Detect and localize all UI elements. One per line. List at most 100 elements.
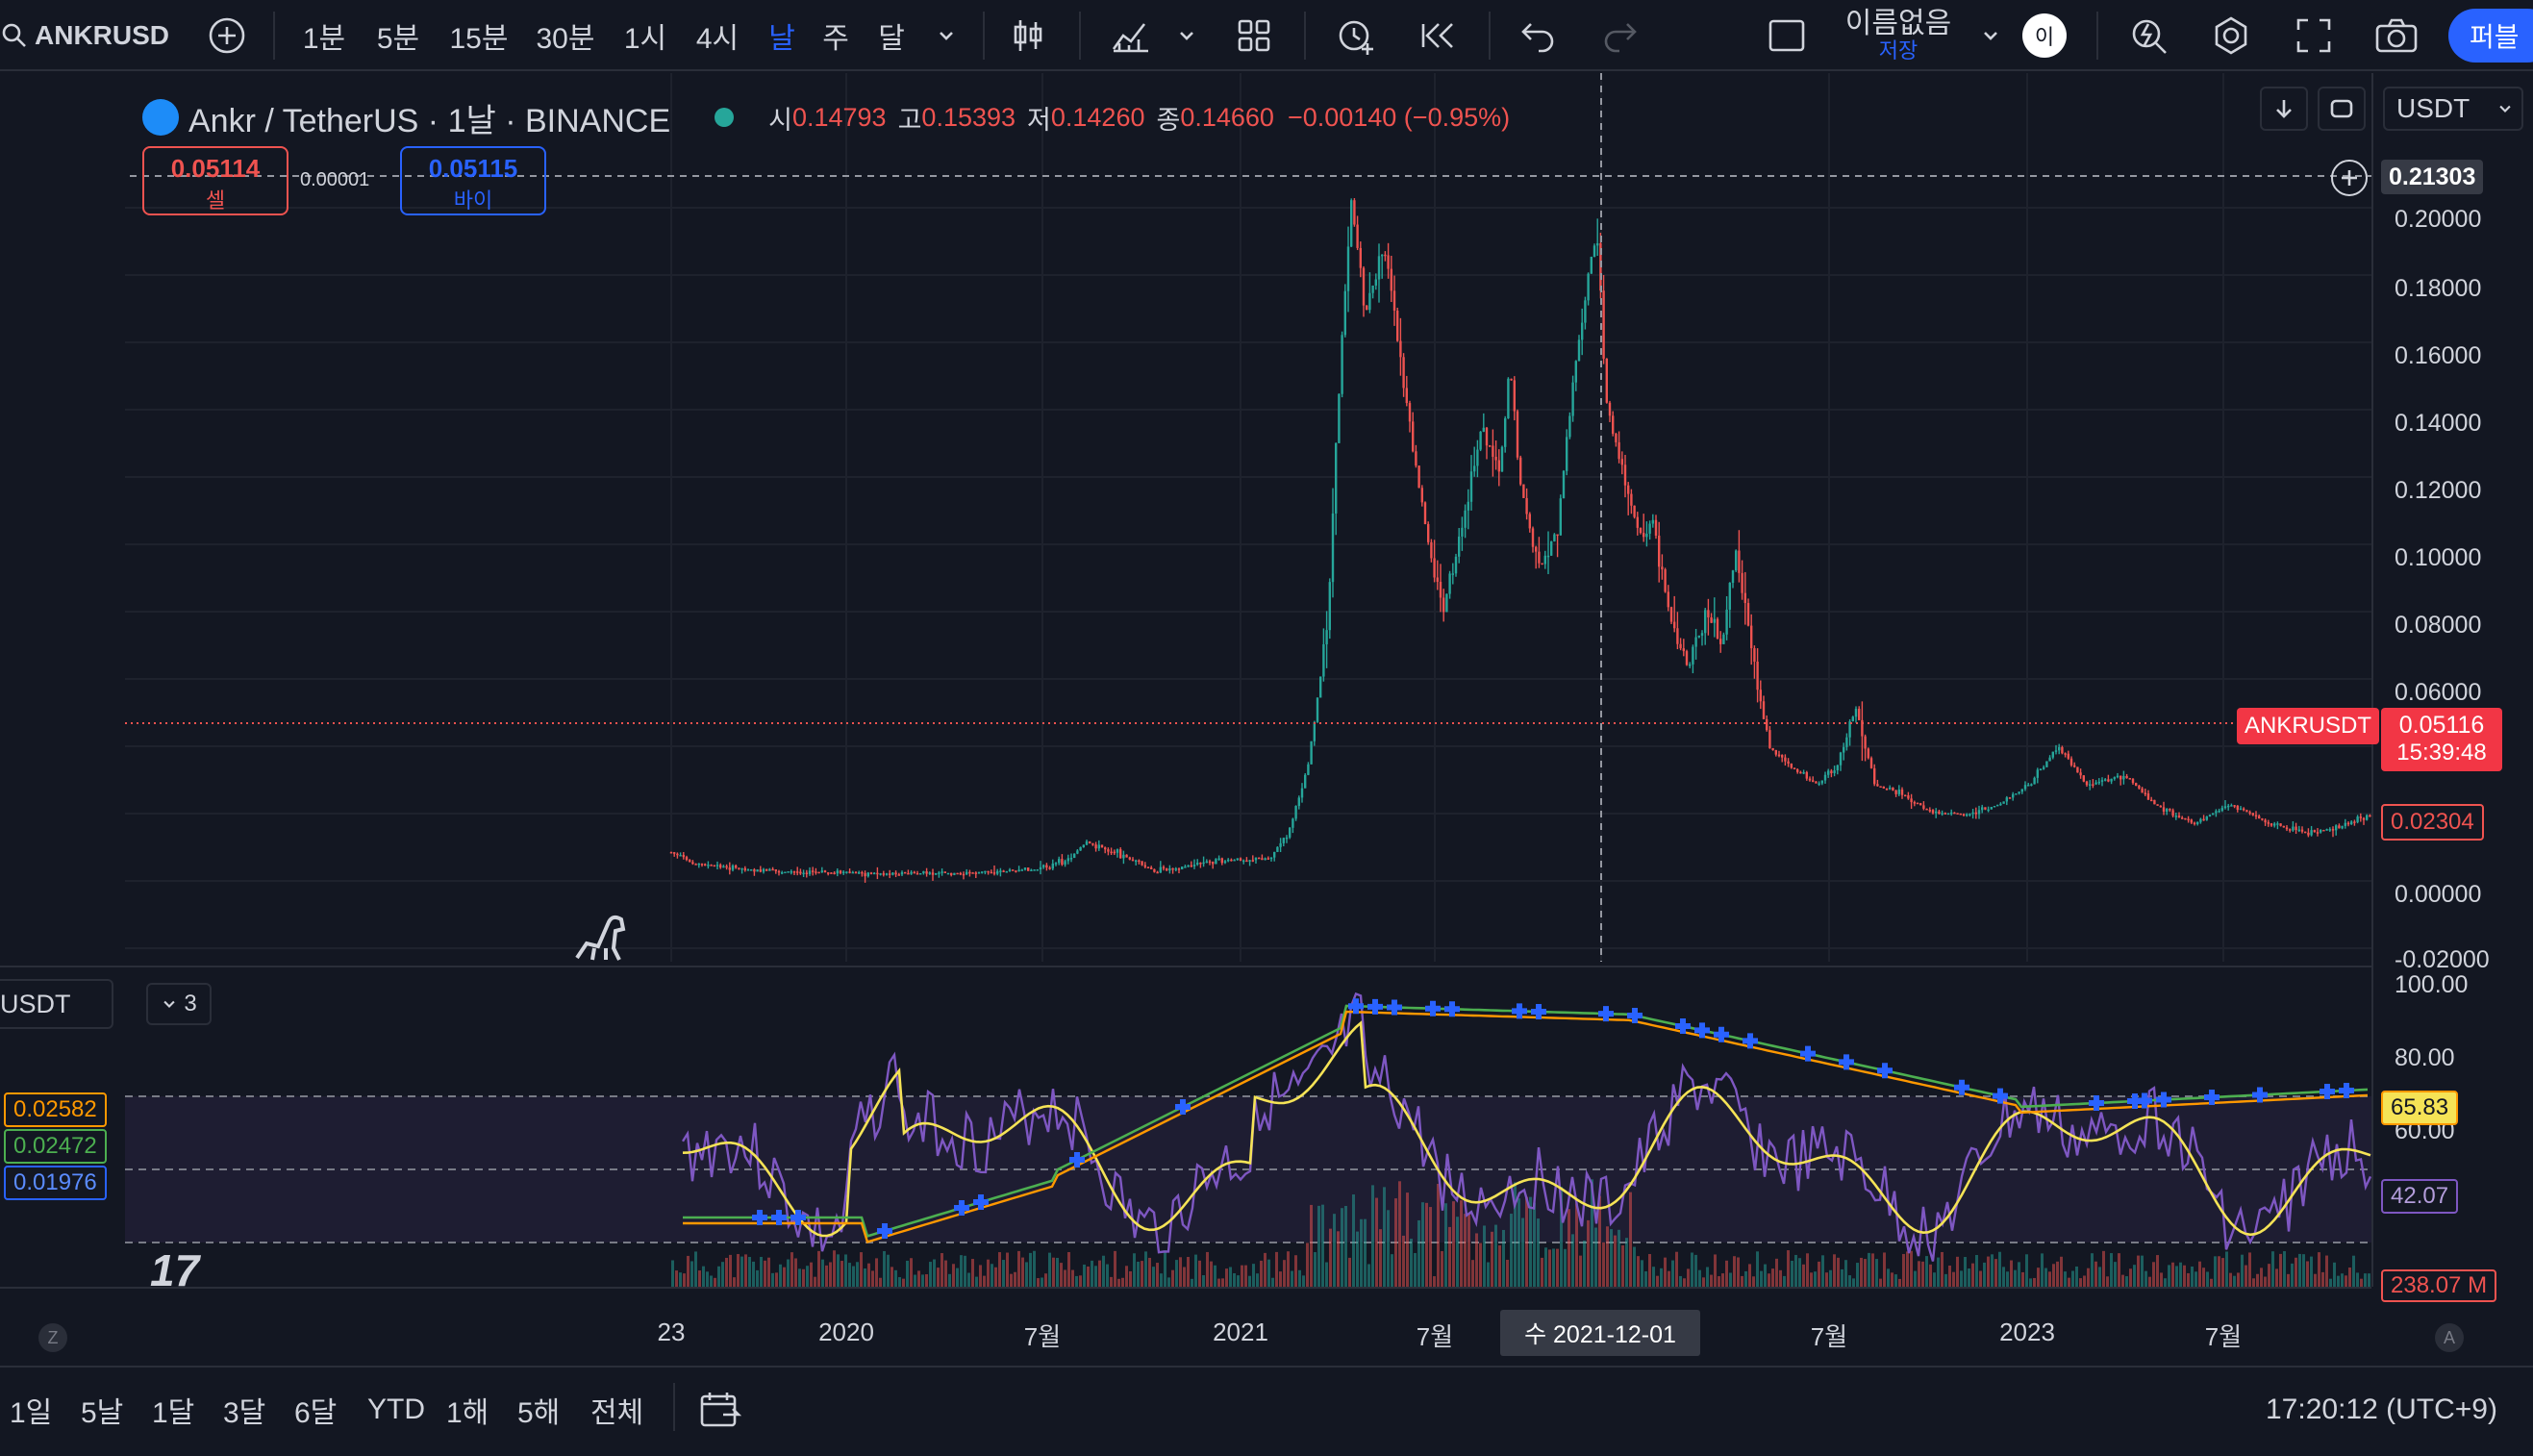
divider bbox=[1079, 12, 1081, 60]
camera-icon bbox=[2375, 18, 2418, 53]
save-status: 저장 bbox=[1878, 38, 1919, 63]
rsi-tick: 80.00 bbox=[2395, 1044, 2455, 1071]
publish-button[interactable]: 퍼블 bbox=[2448, 9, 2533, 63]
interval-week[interactable]: 주 bbox=[822, 23, 849, 55]
range-all[interactable]: 전체 bbox=[590, 1397, 644, 1429]
rsi-series bbox=[682, 1020, 2371, 1238]
price-chart bbox=[125, 73, 2371, 962]
price-tick: 0.16000 bbox=[2395, 342, 2482, 369]
range-5d[interactable]: 5날 bbox=[81, 1397, 124, 1429]
range-5y[interactable]: 5해 bbox=[517, 1397, 561, 1429]
time-tick: 7월 bbox=[1023, 1322, 1062, 1351]
add-level-button[interactable] bbox=[2331, 160, 2368, 196]
snapshot-button[interactable] bbox=[2368, 0, 2425, 71]
indicator-value-blue: 0.01976 bbox=[4, 1166, 107, 1200]
market-status-icon[interactable] bbox=[715, 108, 735, 127]
search-icon bbox=[2, 23, 26, 47]
time-tick: 2020 bbox=[818, 1318, 874, 1346]
divider bbox=[983, 12, 985, 60]
zoom-reset-button[interactable]: Z bbox=[38, 1323, 67, 1352]
undo-icon bbox=[1521, 23, 1554, 53]
chevron-down-icon bbox=[2499, 105, 2511, 113]
time-tick: 7월 bbox=[2204, 1322, 2243, 1351]
bottom-toolbar bbox=[0, 1366, 2533, 1456]
top-toolbar bbox=[0, 0, 2533, 71]
time-axis[interactable] bbox=[0, 1287, 2371, 1364]
layouts-button[interactable] bbox=[1229, 0, 1279, 71]
range-1d[interactable]: 1일 bbox=[10, 1397, 53, 1429]
fullscreen-panel-button[interactable] bbox=[1760, 0, 1814, 71]
divider bbox=[673, 1383, 675, 1431]
lightning-search-icon bbox=[2132, 19, 2167, 54]
range-6m[interactable]: 6달 bbox=[294, 1397, 338, 1429]
time-tick: 2021 bbox=[1213, 1318, 1268, 1346]
divider bbox=[1489, 12, 1491, 60]
low-price-marker: 0.02304 bbox=[2381, 804, 2484, 841]
range-3m[interactable]: 3달 bbox=[223, 1397, 266, 1429]
chart-type-button[interactable] bbox=[1004, 0, 1052, 71]
buy-button[interactable]: 0.05115 바이 bbox=[400, 146, 546, 215]
interval-15m[interactable]: 15분 bbox=[449, 23, 509, 55]
layout-dropdown[interactable] bbox=[1973, 0, 2008, 71]
interval-1h[interactable]: 1시 bbox=[623, 23, 667, 55]
divider bbox=[273, 12, 275, 60]
currency-select[interactable]: USDT bbox=[2383, 87, 2523, 131]
redo-button[interactable] bbox=[1591, 0, 1648, 71]
price-tick: 0.18000 bbox=[2395, 275, 2482, 302]
indicators-dropdown[interactable] bbox=[1169, 0, 1204, 71]
range-ytd[interactable]: YTD bbox=[367, 1393, 425, 1425]
sell-button[interactable]: 0.05114 셀 bbox=[142, 146, 288, 215]
clock-timezone[interactable]: 17:20:12 (UTC+9) bbox=[2266, 1393, 2497, 1425]
go-to-date-button[interactable] bbox=[698, 1371, 742, 1448]
interval-4h[interactable]: 4시 bbox=[695, 23, 740, 55]
indicator-pane[interactable]: USDT 3 0.02582 0.02472 0.01976 17 bbox=[0, 966, 2371, 1295]
range-1m[interactable]: 1달 bbox=[152, 1397, 195, 1429]
sell-label: 셀 bbox=[205, 188, 226, 213]
interval-1m[interactable]: 1분 bbox=[302, 23, 346, 55]
collapse-count: 3 bbox=[184, 991, 197, 1017]
indicators-button[interactable] bbox=[1104, 0, 1158, 71]
rewind-icon bbox=[1421, 23, 1453, 48]
fullscreen-button[interactable] bbox=[2287, 0, 2341, 71]
calendar-icon bbox=[700, 1393, 742, 1427]
ohlc-open-label: 시 bbox=[768, 105, 792, 135]
compare-add-button[interactable] bbox=[202, 0, 252, 71]
rsi-raw-series bbox=[681, 992, 2371, 1262]
grid-icon bbox=[1238, 19, 1270, 52]
rsi-tick: 100.00 bbox=[2395, 971, 2469, 998]
interval-30m[interactable]: 30분 bbox=[536, 23, 595, 55]
rsi-value-badge: 65.83 bbox=[2381, 1091, 2459, 1125]
indicators-collapse-button[interactable]: 3 bbox=[146, 983, 212, 1025]
range-1y[interactable]: 1해 bbox=[446, 1397, 489, 1429]
divider bbox=[1304, 12, 1306, 60]
layout-name-button[interactable]: 이름없음 저장 bbox=[1835, 0, 1962, 71]
time-tick: 2023 bbox=[1999, 1318, 2055, 1346]
interval-day[interactable]: 날 bbox=[768, 23, 795, 55]
auto-scale-button[interactable]: A bbox=[2435, 1323, 2464, 1352]
replay-button[interactable] bbox=[1412, 0, 1466, 71]
price-tick: 0.14000 bbox=[2395, 410, 2482, 437]
main-chart-pane[interactable]: Ankr / TetherUS · 1날 · BINANCE 시 0.14793 … bbox=[0, 73, 2371, 962]
settings-button[interactable] bbox=[2204, 0, 2258, 71]
scroll-to-latest-button[interactable] bbox=[2260, 87, 2308, 131]
price-axis[interactable]: USDT bbox=[2371, 73, 2533, 1287]
rsi-ma-badge: 42.07 bbox=[2381, 1179, 2459, 1214]
square-icon bbox=[1768, 19, 1805, 52]
reset-chart-button[interactable] bbox=[2318, 87, 2366, 131]
pane-symbol[interactable]: USDT bbox=[0, 979, 113, 1029]
quick-search-button[interactable] bbox=[2121, 0, 2175, 71]
price-tick: 0.10000 bbox=[2395, 544, 2482, 571]
interval-5m[interactable]: 5분 bbox=[376, 23, 420, 55]
time-tick: 7월 bbox=[1416, 1322, 1454, 1351]
symbol-search-button[interactable]: ANKRUSD bbox=[0, 0, 173, 71]
indicator-value-orange: 0.02582 bbox=[4, 1092, 107, 1127]
avatar-button[interactable]: 이 bbox=[2021, 0, 2068, 71]
interval-dropdown[interactable] bbox=[929, 0, 964, 71]
layout-name: 이름없음 bbox=[1844, 8, 1952, 39]
interval-month[interactable]: 달 bbox=[878, 23, 905, 55]
chevron-down-icon bbox=[1984, 32, 1997, 40]
crosshair-price-label: 0.21303 bbox=[2381, 160, 2484, 194]
undo-button[interactable] bbox=[1510, 0, 1567, 71]
price-tick: -0.02000 bbox=[2395, 946, 2490, 973]
alert-button[interactable] bbox=[1329, 0, 1383, 71]
